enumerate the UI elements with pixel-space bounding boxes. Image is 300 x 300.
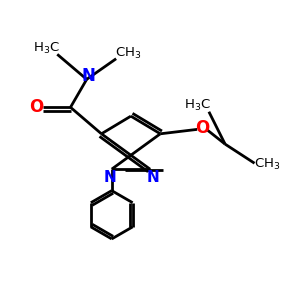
Text: N: N [104, 170, 117, 185]
Text: CH$_3$: CH$_3$ [254, 157, 280, 172]
Text: O: O [29, 98, 43, 116]
Text: CH$_3$: CH$_3$ [115, 46, 142, 61]
Text: H$_3$C: H$_3$C [33, 41, 59, 56]
Text: O: O [195, 119, 209, 137]
Text: N: N [81, 67, 95, 85]
Text: H$_3$C: H$_3$C [184, 98, 211, 113]
Text: N: N [147, 170, 159, 185]
